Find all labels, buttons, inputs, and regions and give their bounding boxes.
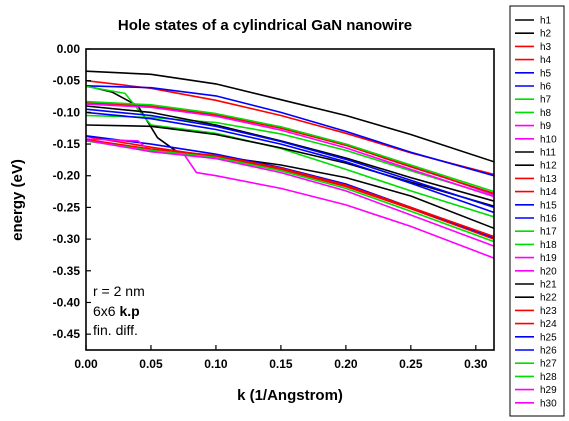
series-line-h3 xyxy=(86,79,494,176)
legend-items: h1 h2 h3 h4 h5 h6 h7 h8 h9 h10 h11 h12 h13 h14 h15 h16 h… xyxy=(515,16,557,409)
series-line-h19 xyxy=(86,139,494,247)
legend-label-h29: h29 xyxy=(540,385,557,396)
series-layer xyxy=(86,70,494,259)
annotation-line2-bold: k.p xyxy=(119,303,139,319)
x-tick-label: 0.00 xyxy=(74,357,98,371)
legend-label-h21: h21 xyxy=(540,280,557,291)
legend-label-h26: h26 xyxy=(540,346,557,357)
x-tick-label: 0.25 xyxy=(399,357,423,371)
legend-label-h9: h9 xyxy=(540,121,552,132)
annotation-line3: fin. diff. xyxy=(93,322,138,338)
legend-label-h17: h17 xyxy=(540,227,557,238)
x-tick-label: 0.20 xyxy=(334,357,358,371)
series-line-h17 xyxy=(86,100,494,193)
ticks-layer: 0.00 0.05 0.10 0.15 0.20 0.25 0.30 0.00 -0.05 -0.… xyxy=(53,42,488,371)
series-line-h18 xyxy=(86,140,494,243)
legend-label-h11: h11 xyxy=(540,148,556,159)
legend-label-h22: h22 xyxy=(540,293,557,304)
legend-label-h7: h7 xyxy=(540,95,552,106)
series-line-h10 xyxy=(86,138,494,259)
x-tick-label: 0.15 xyxy=(269,357,293,371)
legend: h1 h2 h3 h4 h5 h6 h7 h8 h9 h10 h11 h12 h13 h14 h15 h16 h… xyxy=(509,5,565,417)
legend-label-h14: h14 xyxy=(540,187,557,198)
annotation-line1: r = 2 nm xyxy=(93,283,145,299)
plot-area: 0.00 0.05 0.10 0.15 0.20 0.25 0.30 0.00 -0.05 -0.… xyxy=(53,42,495,371)
plot-frame xyxy=(85,48,495,351)
legend-label-h30: h30 xyxy=(540,398,557,409)
legend-label-h20: h20 xyxy=(540,266,557,277)
y-tick-label: 0.00 xyxy=(57,42,81,56)
legend-label-h25: h25 xyxy=(540,332,557,343)
legend-label-h8: h8 xyxy=(540,108,552,119)
series-line-h11 xyxy=(86,124,494,207)
x-axis-label: k (1/Angstrom) xyxy=(237,387,343,404)
series-line-h20 xyxy=(86,103,494,198)
series-line-h5 xyxy=(86,85,494,177)
legend-label-h15: h15 xyxy=(540,200,557,211)
legend-label-h13: h13 xyxy=(540,174,557,185)
y-tick-label: -0.40 xyxy=(53,295,81,309)
y-tick-label: -0.20 xyxy=(53,169,81,183)
legend-label-h24: h24 xyxy=(540,319,557,330)
legend-label-h12: h12 xyxy=(540,161,557,172)
series-line-h13 xyxy=(86,101,494,195)
annotation-line2: 6x6 k.p xyxy=(93,303,140,319)
y-axis-label: energy (eV) xyxy=(9,159,26,241)
series-line-h4 xyxy=(86,135,494,240)
legend-label-h5: h5 xyxy=(540,68,552,79)
legend-label-h18: h18 xyxy=(540,240,557,251)
y-tick-label: -0.35 xyxy=(53,264,81,278)
y-tick-label: -0.30 xyxy=(53,232,81,246)
legend-label-h6: h6 xyxy=(540,82,552,93)
legend-label-h19: h19 xyxy=(540,253,557,264)
legend-label-h3: h3 xyxy=(540,42,552,53)
y-tick-label: -0.25 xyxy=(53,200,81,214)
annotation-line2-prefix: 6x6 xyxy=(93,303,119,319)
legend-label-h4: h4 xyxy=(540,55,552,66)
series-line-h14 xyxy=(86,138,494,238)
x-tick-label: 0.30 xyxy=(464,357,488,371)
series-line-h15 xyxy=(86,108,494,209)
series-line-h8 xyxy=(86,114,494,197)
x-tick-label: 0.05 xyxy=(139,357,163,371)
legend-label-h23: h23 xyxy=(540,306,557,317)
chart-title: Hole states of a cylindrical GaN nanowir… xyxy=(118,17,412,34)
legend-label-h27: h27 xyxy=(540,359,557,370)
legend-label-h16: h16 xyxy=(540,214,557,225)
series-line-h1 xyxy=(86,70,494,163)
y-tick-label: -0.10 xyxy=(53,105,81,119)
legend-label-h2: h2 xyxy=(540,29,552,40)
series-line-h16 xyxy=(86,111,494,214)
y-tick-label: -0.15 xyxy=(53,137,81,151)
legend-label-h28: h28 xyxy=(540,372,557,383)
x-tick-label: 0.10 xyxy=(204,357,228,371)
annotation: r = 2 nm 6x6 k.p fin. diff. xyxy=(93,283,145,338)
legend-frame xyxy=(509,5,565,417)
legend-label-h1: h1 xyxy=(540,16,552,27)
legend-label-h10: h10 xyxy=(540,134,557,145)
y-tick-label: -0.05 xyxy=(53,74,81,88)
y-tick-label: -0.45 xyxy=(53,327,81,341)
